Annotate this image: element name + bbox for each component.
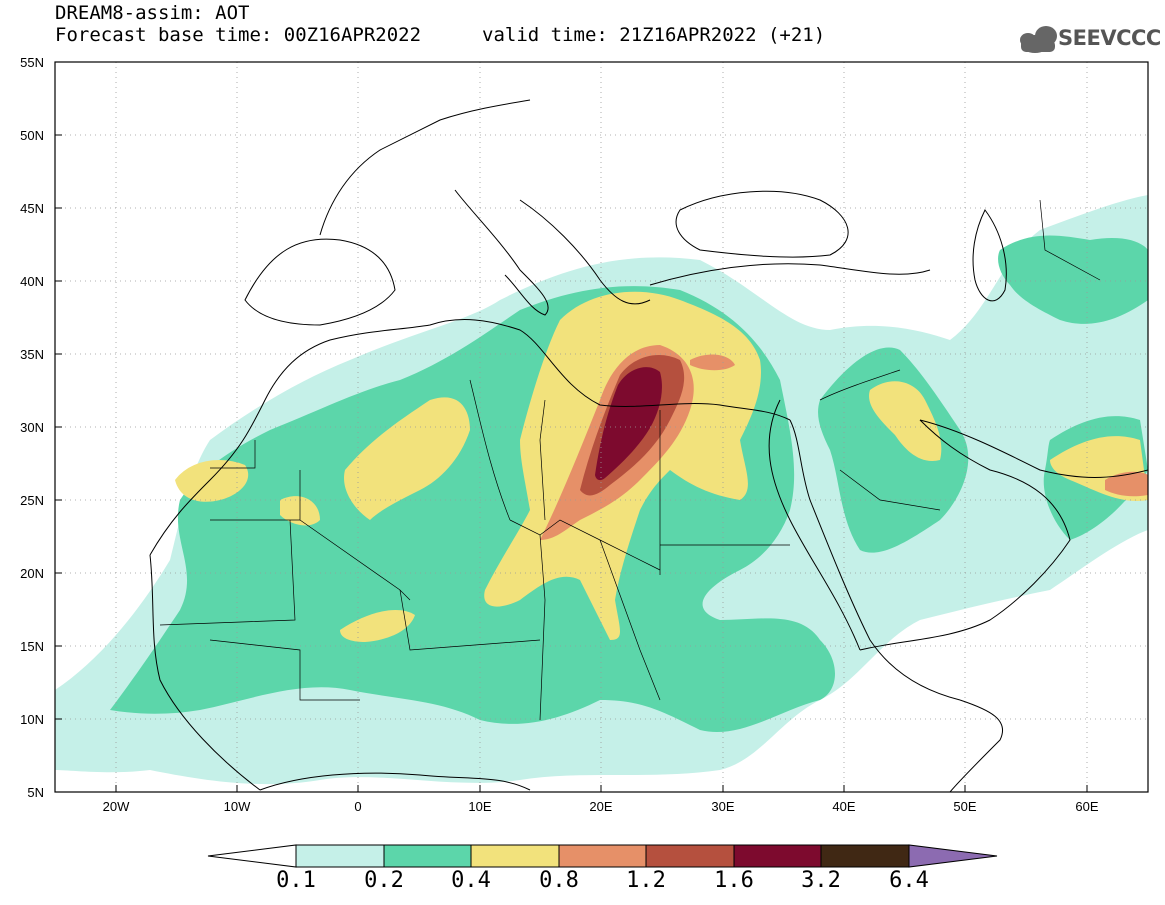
- colorbar-label-1.6: 1.6: [714, 868, 754, 893]
- colorbar-swatch-1.6: [733, 844, 822, 868]
- graticule: [55, 62, 1148, 792]
- aot-level-0.2: [818, 347, 969, 553]
- colorbar-label-1.2: 1.2: [626, 868, 666, 893]
- lat-label-45n: 45N: [20, 201, 44, 216]
- lon-label-10e: 10E: [468, 799, 492, 814]
- colorbar: [207, 844, 998, 868]
- aot-shading: [55, 195, 1148, 785]
- cloud-logo-icon: [1020, 26, 1057, 53]
- lon-label-50e: 50E: [953, 799, 977, 814]
- colorbar-swatch-3.2: [820, 844, 910, 868]
- lat-label-15n: 15N: [20, 639, 44, 654]
- lon-label-10w: 10W: [223, 799, 251, 814]
- forecast-base-time: Forecast base time: 00Z16APR2022: [55, 24, 422, 46]
- aot-level-0.2: [998, 235, 1148, 324]
- aot-level-0.4: [869, 381, 942, 461]
- coastlines: [149, 99, 1148, 792]
- lon-label-0: 0: [354, 799, 362, 814]
- colorbar-high-arrow: [908, 844, 998, 868]
- valid-time: valid time: 21Z16APR2022 (+21): [482, 24, 826, 46]
- colorbar-swatch-1.2: [645, 844, 735, 868]
- aot-level-0.4: [175, 460, 249, 502]
- colorbar-label-0.2: 0.2: [364, 868, 404, 893]
- lat-label-20n: 20N: [20, 566, 44, 581]
- colorbar-label-0.4: 0.4: [451, 868, 491, 893]
- lat-label-30n: 30N: [20, 420, 44, 435]
- lat-label-55n: 55N: [20, 55, 44, 70]
- lat-label-10n: 10N: [20, 712, 44, 727]
- title-line-1: DREAM8-assim: AOT: [55, 2, 250, 24]
- colorbar-swatch-0.1: [295, 844, 385, 868]
- colorbar-label-0.8: 0.8: [539, 868, 579, 893]
- colorbar-label-6.4: 6.4: [889, 868, 929, 893]
- colorbar-label-0.1: 0.1: [276, 868, 316, 893]
- colorbar-low-arrow: [207, 844, 297, 868]
- colorbar-swatch-0.2: [383, 844, 472, 868]
- aot-level-0.8: [690, 354, 735, 371]
- axis-ticks: [55, 61, 1088, 792]
- lon-label-60e: 60E: [1075, 799, 1099, 814]
- colorbar-swatch-0.4: [470, 844, 560, 868]
- lon-label-20e: 20E: [589, 799, 613, 814]
- country-borders: [159, 199, 1101, 721]
- lat-label-40n: 40N: [20, 274, 44, 289]
- lon-label-20w: 20W: [102, 799, 130, 814]
- colorbar-label-3.2: 3.2: [801, 868, 841, 893]
- lat-label-25n: 25N: [20, 493, 44, 508]
- colorbar-swatch-0.8: [558, 844, 647, 868]
- logo-text: SEEVCCC: [1058, 26, 1161, 50]
- lat-label-50n: 50N: [20, 128, 44, 143]
- lon-label-40e: 40E: [832, 799, 856, 814]
- lat-label-35n: 35N: [20, 347, 44, 362]
- aot-level-0.4: [344, 397, 470, 520]
- aot-level-1.6: [595, 367, 662, 481]
- lat-label-5n: 5N: [27, 785, 44, 800]
- aot-level-0.4: [340, 610, 415, 642]
- lon-label-30e: 30E: [711, 799, 735, 814]
- aot-level-0.8: [1105, 471, 1148, 497]
